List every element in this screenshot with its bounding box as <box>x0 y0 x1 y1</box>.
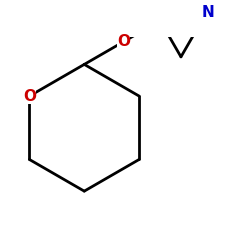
Text: O: O <box>23 88 36 104</box>
Text: O: O <box>117 34 130 49</box>
Text: N: N <box>201 5 214 20</box>
